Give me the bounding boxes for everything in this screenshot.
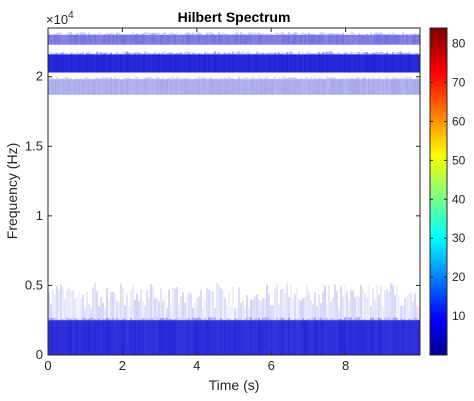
x-axis-label: Time (s): [209, 377, 260, 393]
y-axis-label: Frequency (Hz): [4, 143, 20, 239]
spectrum-bands: [48, 31, 420, 355]
spectrum-band: [48, 51, 420, 73]
colorbar-axis: 10 20 30 40 50 60 70 80: [430, 37, 466, 323]
x-axis: 0 2 4 6 8: [44, 28, 349, 373]
plot-frame: [47, 27, 421, 356]
colorbar-tick-label: 80: [452, 37, 466, 51]
x-tick-label: 4: [193, 358, 200, 373]
plot-area: [48, 28, 420, 355]
x-tick-label: 0: [44, 358, 51, 373]
spectrum-band: [48, 76, 420, 95]
y-tick-label: 2: [36, 69, 43, 84]
colorbar-tick-label: 30: [452, 231, 466, 245]
colorbar-tick-label: 10: [452, 309, 466, 323]
colorbar-tick-label: 40: [452, 192, 466, 206]
colorbar-tick-label: 60: [452, 114, 466, 128]
y-exponent-label: ×104: [46, 10, 74, 27]
y-tick-label: 0: [36, 347, 43, 362]
x-tick-label: 2: [119, 358, 126, 373]
colorbar-tick-label: 50: [452, 153, 466, 167]
y-tick-label: 1: [36, 208, 43, 223]
chart-title: Hilbert Spectrum: [178, 9, 291, 25]
y-tick-label: 0.5: [25, 277, 43, 292]
colorbar-tick-label: 20: [452, 270, 466, 284]
y-tick-label: 1.5: [25, 138, 43, 153]
spectrum-band: [48, 282, 420, 355]
x-tick-label: 6: [268, 358, 275, 373]
spectrum-band: [48, 31, 420, 45]
colorbar-tick-label: 70: [452, 76, 466, 90]
y-axis: 0 0.5 1 1.5 2: [25, 69, 420, 362]
colorbar: [429, 27, 448, 356]
x-tick-label: 8: [342, 358, 349, 373]
